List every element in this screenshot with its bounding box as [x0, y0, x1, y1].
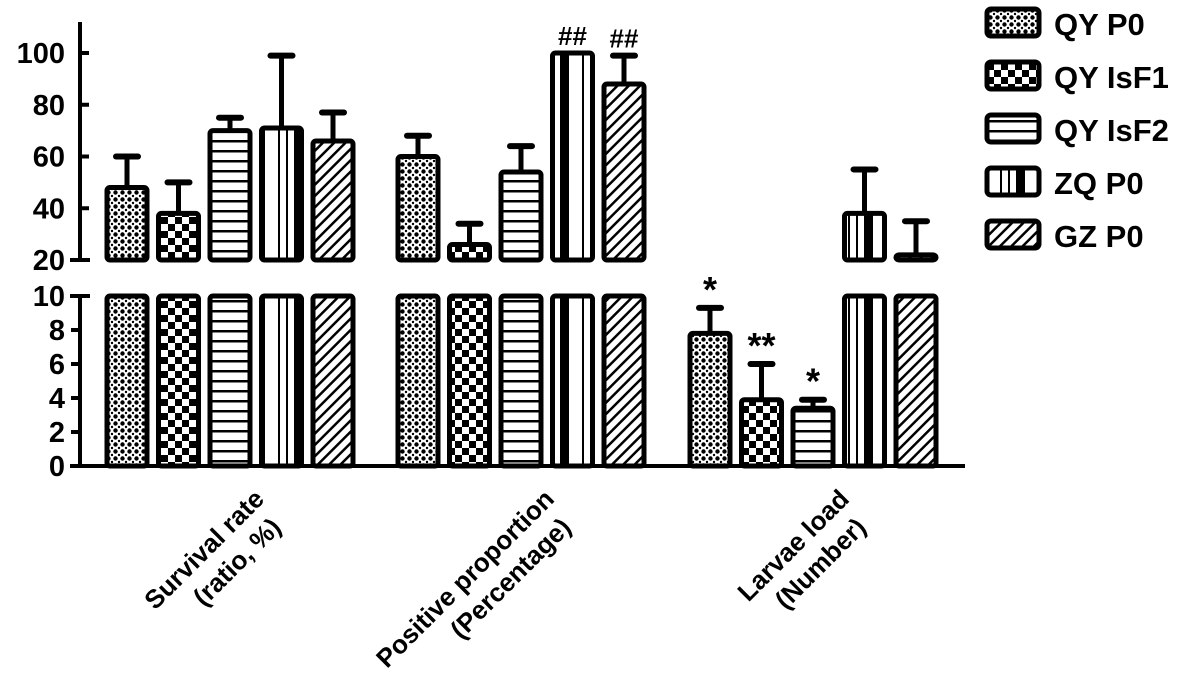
bar-lower	[310, 293, 356, 469]
y-tick-label: 10	[33, 281, 65, 313]
bar-lower	[259, 293, 304, 469]
bars-layer	[104, 50, 939, 469]
x-axis-labels: Survival rate(ratio, %) Positive proporti…	[138, 484, 872, 674]
significance-marker: ##	[558, 21, 587, 51]
bar-qy-isf1	[156, 179, 201, 469]
bar-upper	[498, 169, 544, 263]
bar-upper	[259, 125, 304, 263]
legend-swatch-dots	[984, 6, 1042, 39]
legend-label: GZ P0	[1054, 219, 1144, 254]
legend-label: QY IsF2	[1054, 113, 1169, 148]
category-label: Survival rate(ratio, %)	[138, 484, 287, 616]
bar-lower	[498, 293, 544, 469]
bar-lower	[842, 293, 887, 469]
legend-swatch-checker	[984, 59, 1042, 92]
y-tick-label: 8	[49, 315, 65, 347]
legend-label: QY IsF1	[1054, 60, 1169, 95]
bar	[739, 397, 784, 469]
bar-zq-p0	[842, 166, 887, 469]
bar-zq-p0	[550, 50, 595, 469]
bar-upper	[842, 210, 887, 263]
annotations-layer: ****## ##	[558, 21, 820, 402]
y-tick-label: 80	[33, 90, 65, 122]
legend-swatch-diagonal	[984, 218, 1042, 251]
legend-label: QY P0	[1054, 7, 1145, 42]
bar-qy-isf2	[790, 396, 836, 469]
legend-label: ZQ P0	[1054, 166, 1144, 201]
bar-gz-p0	[893, 218, 939, 469]
legend-swatch-vertical	[984, 165, 1042, 198]
category-label: Positive proportion(Percentage)	[370, 484, 577, 674]
bar-upper	[310, 138, 356, 263]
bar-qy-isf2	[207, 114, 253, 469]
bar-qy-isf1	[739, 361, 784, 469]
bar-qy-p0	[104, 153, 150, 469]
legend-swatch-horizontal	[984, 112, 1042, 145]
legend-item: GZ P0	[984, 218, 1144, 254]
bar-lower	[156, 293, 201, 469]
bar	[790, 405, 836, 469]
y-tick-label: 0	[49, 451, 65, 483]
significance-marker: **	[747, 325, 775, 366]
bar-gz-p0	[310, 109, 356, 469]
bar-upper	[893, 252, 939, 263]
bar-upper	[207, 128, 253, 263]
significance-marker: ##	[610, 24, 639, 54]
legend-item: QY IsF1	[984, 59, 1169, 95]
significance-marker: *	[703, 269, 717, 310]
bar-upper	[550, 50, 595, 263]
bar-upper	[104, 185, 150, 263]
y-tick-label: 4	[49, 383, 65, 415]
bar-lower	[601, 293, 647, 469]
bar-upper	[156, 210, 201, 263]
category-label: Larvae load(Number)	[731, 484, 871, 615]
y-tick-label: 100	[17, 38, 65, 70]
bar-lower	[207, 293, 253, 469]
y-tick-label: 20	[33, 245, 65, 277]
y-tick-label: 6	[49, 349, 65, 381]
bar	[687, 330, 733, 469]
bar-lower	[447, 293, 492, 469]
bar-upper	[447, 241, 492, 263]
legend: QY P0 QY IsF1 QY IsF2 ZQ P0 GZ P0	[984, 6, 1169, 254]
bar-gz-p0	[601, 52, 647, 469]
bar-qy-isf2	[498, 143, 544, 469]
y-tick-label: 2	[49, 417, 65, 449]
bar-zq-p0	[259, 52, 304, 469]
y-tick-label: 40	[33, 193, 65, 225]
legend-item: QY IsF2	[984, 112, 1169, 148]
significance-marker: *	[806, 361, 820, 402]
y-tick-label: 60	[33, 142, 65, 174]
bar-lower	[104, 293, 150, 469]
bar-upper	[395, 154, 441, 263]
bar-qy-isf1	[447, 220, 492, 469]
bar-upper	[601, 81, 647, 263]
legend-item: QY P0	[984, 6, 1145, 42]
legend-item: ZQ P0	[984, 165, 1144, 201]
bar-lower	[395, 293, 441, 469]
bar-qy-p0	[687, 304, 733, 469]
bar-lower	[550, 293, 595, 469]
bar-lower	[893, 293, 939, 469]
bar-qy-p0	[395, 132, 441, 469]
